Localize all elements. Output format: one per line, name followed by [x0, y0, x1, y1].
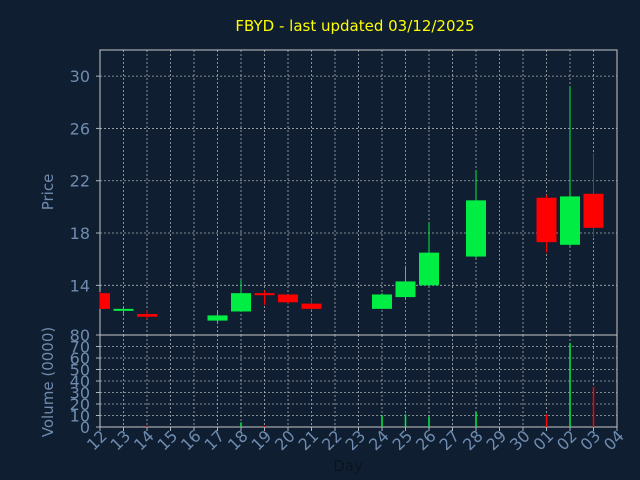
chart-title: FBYD - last updated 03/12/2025	[235, 17, 474, 35]
candle-body	[372, 294, 392, 309]
volume-bar	[240, 422, 242, 427]
price-tick-label: 30	[70, 67, 90, 86]
candle-body	[583, 193, 604, 228]
candle-body	[231, 293, 251, 312]
x-ticks: 1213141516171819202122232425262728293001…	[83, 426, 628, 454]
price-tick-label: 18	[70, 224, 90, 243]
price-tick-label: 26	[70, 119, 90, 138]
price-tick-label: 22	[70, 172, 90, 191]
volume-bar	[404, 414, 407, 427]
volume-tick-label: 0	[80, 418, 90, 437]
candle-body	[137, 314, 157, 317]
volume-tick-label: 40	[70, 372, 90, 391]
candle-body	[419, 252, 439, 286]
volume-grid	[99, 334, 618, 428]
price-frame	[99, 49, 618, 336]
volume-bar	[592, 386, 595, 427]
candle-body	[395, 281, 416, 298]
x-axis-label: Day	[333, 457, 363, 475]
candle-body	[113, 308, 134, 311]
price-grid	[99, 50, 618, 335]
candles	[99, 86, 604, 324]
candle-body	[254, 293, 275, 296]
volume-bar	[146, 425, 148, 427]
volume-bar	[381, 415, 383, 427]
candle-body	[278, 294, 298, 303]
volume-axis-label: Volume (0000)	[39, 327, 57, 437]
volume-bar	[569, 343, 571, 427]
candle-body	[301, 303, 322, 309]
volume-tick-label: 10	[70, 407, 90, 426]
volume-bar	[545, 414, 548, 427]
price-border	[99, 49, 618, 336]
candle-body	[207, 315, 228, 321]
volume-bar	[428, 416, 430, 427]
volume-tick-label: 20	[70, 395, 90, 414]
volume-bar	[475, 412, 477, 427]
volume-tick-label: 70	[70, 338, 90, 357]
volume-tick-label: 50	[70, 361, 90, 380]
price-tick-label: 14	[70, 276, 90, 295]
price-y-ticks: 30 26 22 18 14	[70, 67, 100, 295]
candle-body	[536, 197, 557, 243]
x-tick-label: 04	[600, 426, 628, 454]
candle-body	[560, 196, 580, 245]
volume-tick-label: 30	[70, 384, 90, 403]
candle-body	[466, 200, 486, 257]
volume-tick-label: 60	[70, 349, 90, 368]
volume-bars	[146, 343, 595, 427]
price-axis-label: Price	[39, 174, 57, 211]
candle-body	[100, 293, 110, 309]
volume-bar	[263, 425, 266, 427]
volume-tick-label: 80	[70, 326, 90, 345]
